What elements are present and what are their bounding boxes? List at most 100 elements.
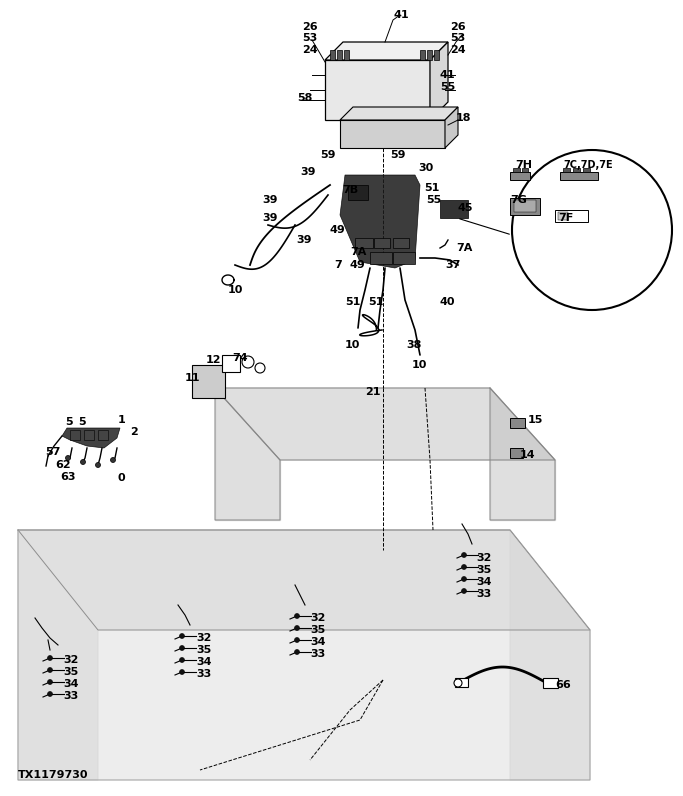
Polygon shape — [510, 418, 525, 428]
Text: 15: 15 — [528, 415, 544, 425]
Text: 21: 21 — [365, 387, 380, 397]
Text: 35: 35 — [476, 565, 491, 575]
Polygon shape — [510, 530, 590, 780]
Circle shape — [48, 680, 53, 685]
Text: 5: 5 — [65, 417, 72, 427]
Polygon shape — [573, 168, 580, 172]
Circle shape — [294, 626, 300, 630]
Circle shape — [96, 462, 100, 467]
Text: 34: 34 — [476, 577, 492, 587]
Polygon shape — [510, 448, 523, 458]
Text: 12: 12 — [206, 355, 221, 365]
Text: 5: 5 — [78, 417, 85, 427]
Polygon shape — [348, 185, 368, 200]
Polygon shape — [370, 252, 392, 264]
Circle shape — [454, 679, 462, 687]
Polygon shape — [355, 238, 373, 248]
Circle shape — [180, 669, 184, 674]
Polygon shape — [558, 212, 568, 220]
Polygon shape — [560, 172, 598, 180]
Polygon shape — [84, 430, 94, 440]
Text: 40: 40 — [440, 297, 456, 307]
Polygon shape — [18, 530, 590, 780]
Polygon shape — [393, 252, 415, 264]
Text: 18: 18 — [456, 113, 471, 123]
Text: 30: 30 — [418, 163, 433, 173]
Text: 33: 33 — [196, 669, 211, 679]
Text: 10: 10 — [345, 340, 361, 350]
Text: 7F: 7F — [558, 213, 573, 223]
Polygon shape — [330, 50, 335, 60]
Text: 7: 7 — [334, 260, 342, 270]
Polygon shape — [325, 42, 448, 60]
Circle shape — [111, 458, 115, 462]
Text: 39: 39 — [262, 213, 277, 223]
Circle shape — [81, 459, 85, 465]
Polygon shape — [222, 355, 240, 372]
Text: 26: 26 — [302, 22, 318, 32]
Text: 34: 34 — [310, 637, 326, 647]
Text: 41: 41 — [393, 10, 408, 20]
Polygon shape — [325, 60, 430, 120]
Text: 58: 58 — [297, 93, 312, 103]
Text: 10: 10 — [412, 360, 428, 370]
Text: 10: 10 — [228, 285, 243, 295]
Polygon shape — [18, 530, 590, 630]
Circle shape — [242, 356, 254, 368]
Text: 53: 53 — [302, 33, 317, 43]
Polygon shape — [522, 168, 528, 172]
Text: 7B: 7B — [342, 185, 358, 195]
Text: 33: 33 — [63, 691, 79, 701]
Polygon shape — [510, 172, 530, 180]
Circle shape — [462, 552, 466, 557]
Text: 26: 26 — [450, 22, 466, 32]
Text: 53: 53 — [450, 33, 465, 43]
Text: 51: 51 — [368, 297, 383, 307]
Text: 14: 14 — [520, 450, 535, 460]
Polygon shape — [215, 388, 280, 520]
Polygon shape — [337, 50, 342, 60]
Text: 51: 51 — [424, 183, 439, 193]
Polygon shape — [513, 168, 520, 172]
Text: 74: 74 — [232, 353, 248, 363]
Text: 7H: 7H — [515, 160, 532, 170]
Text: 45: 45 — [458, 203, 473, 213]
Text: 24: 24 — [450, 45, 466, 55]
Text: 39: 39 — [296, 235, 311, 245]
Text: 62: 62 — [55, 460, 70, 470]
Polygon shape — [445, 107, 458, 148]
Polygon shape — [430, 42, 448, 120]
Circle shape — [180, 657, 184, 662]
Text: 55: 55 — [440, 82, 456, 92]
Text: 32: 32 — [196, 633, 211, 643]
Circle shape — [462, 564, 466, 569]
Circle shape — [48, 655, 53, 661]
Text: 32: 32 — [63, 655, 79, 665]
Text: 66: 66 — [555, 680, 571, 690]
Polygon shape — [490, 388, 555, 520]
Text: 33: 33 — [310, 649, 325, 659]
Polygon shape — [340, 120, 445, 148]
Text: 32: 32 — [310, 613, 325, 623]
Polygon shape — [440, 200, 468, 218]
Circle shape — [180, 646, 184, 650]
Polygon shape — [340, 107, 458, 120]
Polygon shape — [563, 168, 570, 172]
Polygon shape — [514, 200, 536, 212]
Polygon shape — [98, 430, 108, 440]
Text: 35: 35 — [196, 645, 211, 655]
Circle shape — [462, 576, 466, 582]
Text: 39: 39 — [300, 167, 316, 177]
Polygon shape — [344, 50, 349, 60]
Text: 7G: 7G — [510, 195, 527, 205]
Text: TX1179730: TX1179730 — [18, 770, 89, 780]
Text: 2: 2 — [130, 427, 138, 437]
Text: 34: 34 — [63, 679, 79, 689]
Circle shape — [48, 692, 53, 696]
Polygon shape — [455, 678, 468, 687]
Polygon shape — [427, 50, 432, 60]
Text: 11: 11 — [185, 373, 201, 383]
Polygon shape — [555, 210, 588, 222]
Text: 51: 51 — [345, 297, 361, 307]
Text: 55: 55 — [426, 195, 441, 205]
